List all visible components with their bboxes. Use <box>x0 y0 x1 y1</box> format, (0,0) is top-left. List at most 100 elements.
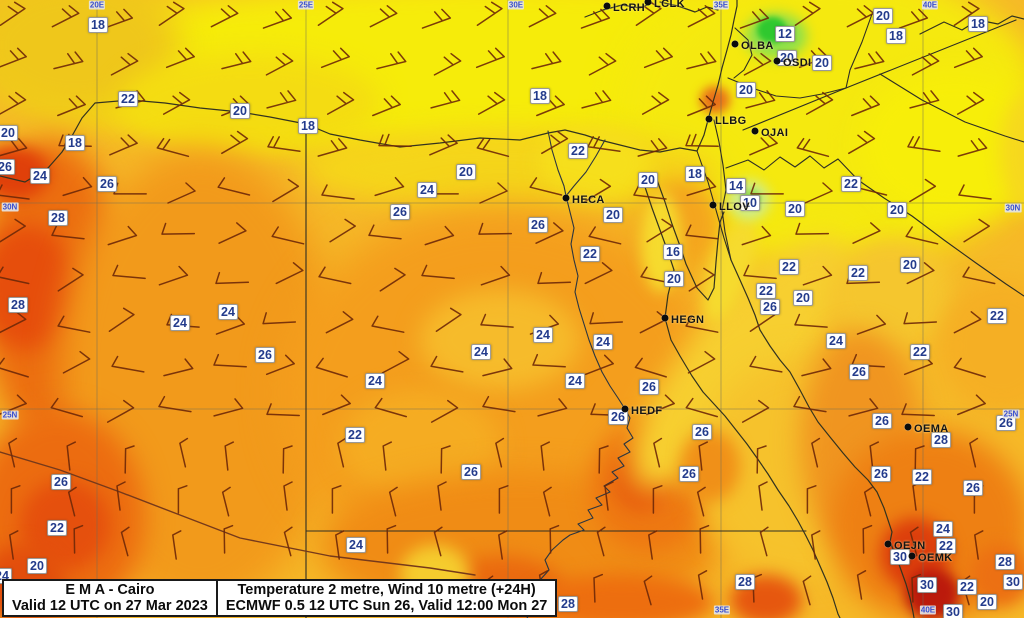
temperature-value-label: 20 <box>456 164 476 180</box>
station-code-label: LCLK <box>654 0 685 10</box>
temperature-value-label: 20 <box>777 50 797 66</box>
temperature-value-label: 26 <box>528 217 548 233</box>
temperature-value-label: 26 <box>871 466 891 482</box>
info-product: Temperature 2 metre, Wind 10 metre (+24H… <box>218 581 556 615</box>
temperature-value-label: 20 <box>793 290 813 306</box>
temperature-value-label: 18 <box>298 118 318 134</box>
temperature-value-label: 18 <box>685 166 705 182</box>
issuer-valid-time: Valid 12 UTC on 27 Mar 2023 <box>12 598 208 614</box>
station-marker-llbg <box>705 115 713 123</box>
grid-coordinate-label: 25E <box>297 0 315 10</box>
grid-coordinate-label: 30E <box>507 0 525 10</box>
temperature-value-label: 18 <box>968 16 988 32</box>
temperature-value-label: 24 <box>30 168 50 184</box>
grid-coordinate-label: 35E <box>713 605 731 615</box>
temperature-value-label: 30 <box>943 604 963 618</box>
temperature-value-label: 26 <box>963 480 983 496</box>
temperature-value-label: 24 <box>826 333 846 349</box>
temperature-value-label: 22 <box>568 143 588 159</box>
temperature-value-label: 22 <box>936 538 956 554</box>
temperature-value-label: 14 <box>726 178 746 194</box>
temperature-region <box>540 128 650 200</box>
temperature-value-label: 22 <box>47 520 67 536</box>
temperature-value-label: 26 <box>461 464 481 480</box>
temperature-value-label: 20 <box>638 172 658 188</box>
temperature-value-label: 26 <box>390 204 410 220</box>
temperature-value-label: 26 <box>0 159 15 175</box>
station-marker-olba <box>731 40 739 48</box>
station-marker-oejn <box>884 540 892 548</box>
temperature-value-label: 26 <box>760 299 780 315</box>
temperature-region <box>860 70 1024 220</box>
temperature-value-label: 26 <box>872 413 892 429</box>
station-marker-lclk <box>644 0 652 6</box>
temperature-value-label: 28 <box>735 574 755 590</box>
grid-coordinate-label: 40E <box>919 605 937 615</box>
temperature-value-label: 26 <box>97 176 117 192</box>
station-code-label: LLOV <box>719 201 750 213</box>
grid-coordinate-label: 30N <box>1004 203 1022 213</box>
station-code-label: OJAI <box>761 127 789 139</box>
wind-barbs <box>0 1 996 606</box>
temperature-value-label: 22 <box>580 246 600 262</box>
station-marker-lcrh <box>603 2 611 10</box>
station-code-label: OLBA <box>741 40 774 52</box>
temperature-value-label: 18 <box>65 135 85 151</box>
temperature-value-label: 28 <box>558 596 578 612</box>
temperature-value-label: 26 <box>849 364 869 380</box>
temperature-region <box>420 290 580 390</box>
temperature-value-label: 22 <box>345 427 365 443</box>
station-code-label: OEMA <box>914 423 949 435</box>
temperature-value-label: 24 <box>533 327 553 343</box>
temperature-value-label: 24 <box>365 373 385 389</box>
grid-coordinate-label: 25N <box>1002 409 1020 419</box>
temperature-value-label: 22 <box>848 265 868 281</box>
station-marker-llov <box>709 201 717 209</box>
temperature-value-label: 22 <box>910 344 930 360</box>
grid-coordinate-label: 25N <box>1 410 19 420</box>
temperature-value-label: 26 <box>639 379 659 395</box>
temperature-value-label: 22 <box>987 308 1007 324</box>
station-marker-osdi <box>773 57 781 65</box>
temperature-value-label: 26 <box>51 474 71 490</box>
grid-coordinate-label: 35E <box>712 0 730 10</box>
temperature-value-label: 24 <box>218 304 238 320</box>
temperature-value-label: 20 <box>977 594 997 610</box>
temperature-value-label: 20 <box>873 8 893 24</box>
temperature-value-label: 26 <box>692 424 712 440</box>
temperature-value-label: 20 <box>812 55 832 71</box>
station-marker-oema <box>904 423 912 431</box>
temperature-value-label: 24 <box>417 182 437 198</box>
temperature-value-label: 22 <box>841 176 861 192</box>
temperature-value-label: 24 <box>933 521 953 537</box>
temperature-value-label: 18 <box>886 28 906 44</box>
temperature-value-label: 16 <box>663 244 683 260</box>
grid-coordinate-label: 20E <box>88 0 106 10</box>
info-issuer: E M A - Cairo Valid 12 UTC on 27 Mar 202… <box>4 581 218 615</box>
station-marker-heca <box>562 194 570 202</box>
temperature-value-label: 20 <box>900 257 920 273</box>
temperature-value-label: 26 <box>608 409 628 425</box>
temperature-value-label: 28 <box>8 297 28 313</box>
station-marker-hegn <box>661 314 669 322</box>
temperature-value-label: 18 <box>530 88 550 104</box>
temperature-value-label: 20 <box>603 207 623 223</box>
temperature-value-label: 24 <box>346 537 366 553</box>
grid-coordinate-label: 30N <box>1 202 19 212</box>
temperature-value-label: 22 <box>779 259 799 275</box>
temperature-value-label: 22 <box>957 579 977 595</box>
temperature-value-label: 28 <box>995 554 1015 570</box>
station-code-label: LCRH <box>613 2 646 14</box>
station-code-label: OEJN <box>894 540 926 552</box>
temperature-value-label: 12 <box>775 26 795 42</box>
issuer-title: E M A - Cairo <box>65 582 155 598</box>
temperature-value-label: 30 <box>917 577 937 593</box>
temperature-value-label: 20 <box>0 125 18 141</box>
station-marker-ojai <box>751 127 759 135</box>
grid-coordinate-label: 40E <box>921 0 939 10</box>
station-marker-hedf <box>621 405 629 413</box>
temperature-value-label: 24 <box>593 334 613 350</box>
station-code-label: OEMK <box>918 552 953 564</box>
